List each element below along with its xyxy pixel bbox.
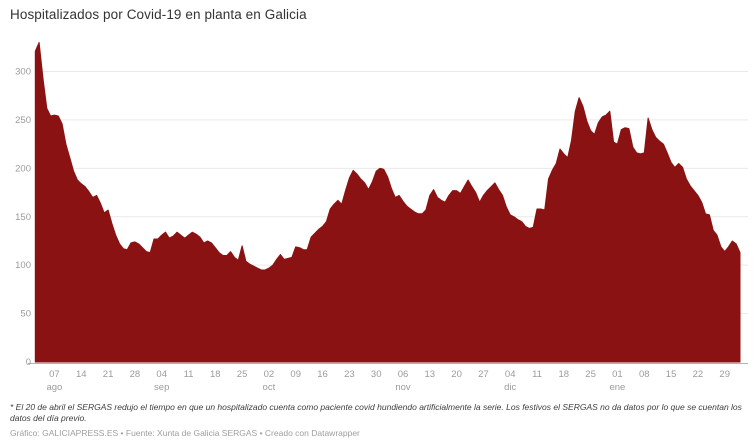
chart-title: Hospitalizados por Covid-19 en planta en… (10, 7, 307, 22)
x-axis-month-label: nov (395, 382, 411, 393)
area-series (34, 41, 741, 363)
x-axis-day-label: 25 (585, 369, 596, 380)
y-axis-label: 50 (20, 309, 31, 320)
x-axis-day-label: 15 (666, 369, 677, 380)
x-axis-day-label: 21 (103, 369, 114, 380)
x-axis-day-label: 18 (210, 369, 221, 380)
x-axis-month-label: oct (263, 382, 276, 393)
y-axis-label: 300 (15, 67, 31, 78)
x-axis-day-label: 20 (451, 369, 462, 380)
x-axis-day-label: 06 (398, 369, 409, 380)
x-axis-day-label: 13 (425, 369, 436, 380)
y-axis-label: 150 (15, 212, 31, 223)
chart-svg: 0 50 100 150 200 250 300 07 ago 14 21 28 04 sep 11 18 25… (15, 41, 748, 393)
x-axis-day-label: 11 (184, 369, 194, 380)
x-axis-day-label: 29 (719, 369, 730, 380)
x-axis-day-label: 22 (693, 369, 704, 380)
x-axis-month-label: ene (609, 382, 625, 393)
x-axis-day-label: 27 (478, 369, 489, 380)
x-axis-day-label: 16 (317, 369, 328, 380)
x-axis-day-label: 28 (130, 369, 141, 380)
x-axis-day-label: 25 (237, 369, 248, 380)
chart-footnote: * El 20 de abril el SERGAS redujo el tie… (10, 402, 742, 424)
y-axis-label: 250 (15, 115, 31, 126)
y-axis-label: 0 (26, 357, 31, 368)
x-axis-day-label: 23 (344, 369, 355, 380)
x-axis-day-label: 07 (49, 369, 60, 380)
x-axis-month-label: ago (46, 382, 62, 393)
y-axis-label: 100 (15, 260, 31, 271)
x-axis-day-label: 11 (532, 369, 542, 380)
y-axis-label: 200 (15, 163, 31, 174)
chart-credit: Gráfico: GALICIAPRESS.ES • Fuente: Xunta… (10, 428, 360, 438)
x-axis-day-label: 14 (76, 369, 87, 380)
x-axis-day-label: 08 (639, 369, 650, 380)
x-axis-day-label: 04 (505, 369, 516, 380)
x-axis-day-label: 01 (612, 369, 623, 380)
x-axis-day-label: 30 (371, 369, 382, 380)
x-axis-month-label: dic (504, 382, 516, 393)
x-axis-month-label: sep (154, 382, 169, 393)
x-axis-day-label: 18 (559, 369, 570, 380)
x-axis-day-label: 09 (290, 369, 301, 380)
x-axis-day-label: 02 (264, 369, 275, 380)
x-axis-day-label: 04 (156, 369, 167, 380)
